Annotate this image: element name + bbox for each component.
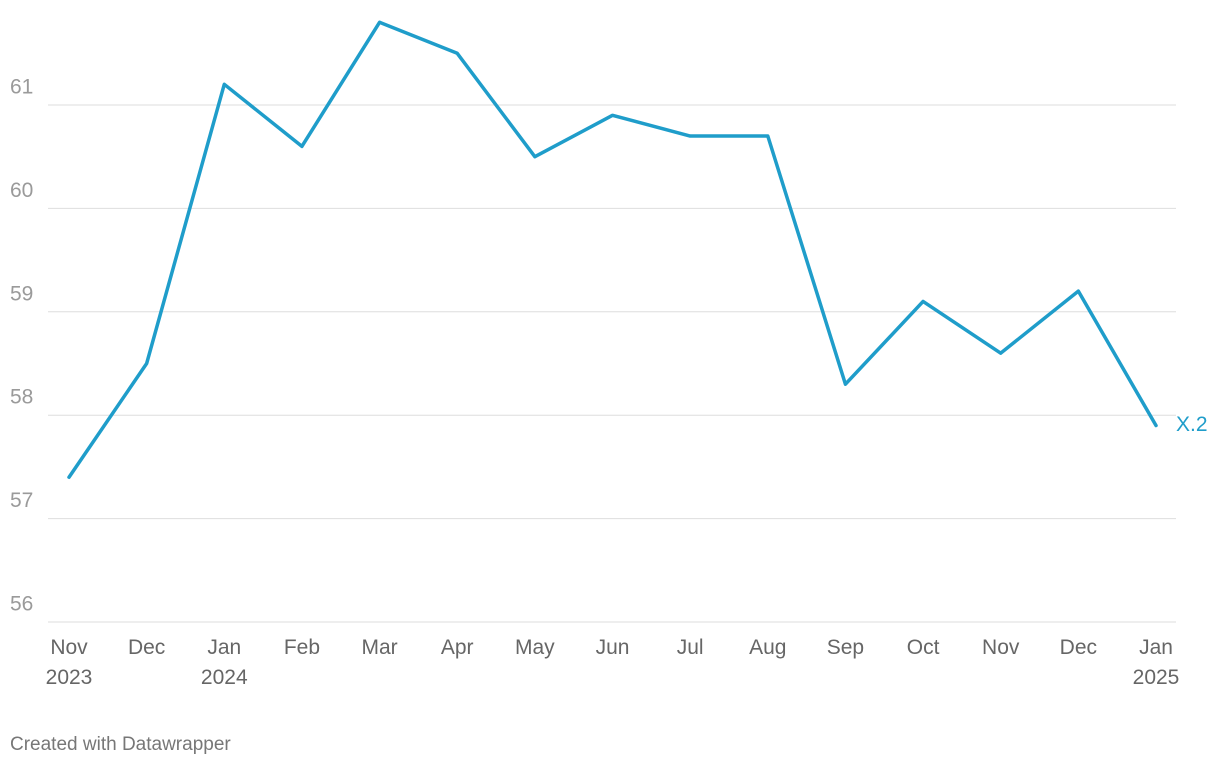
y-tick-label: 57	[10, 489, 33, 512]
x-tick-label: Jan 2025	[1133, 636, 1180, 689]
y-tick-label: 56	[10, 593, 33, 616]
x-tick-label: Jun	[596, 636, 630, 659]
y-tick-label: 61	[10, 76, 33, 99]
x-tick-label: Jan 2024	[201, 636, 248, 689]
x-tick-label: Apr	[441, 636, 474, 659]
x-tick-label: Dec	[1060, 636, 1097, 659]
y-tick-label: 58	[10, 386, 33, 409]
x-tick-label: Jul	[677, 636, 704, 659]
y-tick-label: 60	[10, 179, 33, 202]
x-tick-label: May	[515, 636, 555, 659]
line	[67, 20, 1158, 479]
x-tick-label: Mar	[361, 636, 397, 659]
footer: Created with Datawrapper	[10, 734, 231, 755]
x-tick-label: Sep	[827, 636, 864, 659]
x-tick-label: Nov 2023	[46, 636, 93, 689]
x-tick-label: Feb	[284, 636, 320, 659]
x-tick-label: Dec	[128, 636, 165, 659]
end-label: X.2	[1176, 413, 1208, 436]
x-tick-label: Aug	[749, 636, 786, 659]
x-tick-label: Oct	[907, 636, 940, 659]
y-tick-label: 59	[10, 282, 33, 305]
x-tick-label: Nov	[982, 636, 1020, 659]
